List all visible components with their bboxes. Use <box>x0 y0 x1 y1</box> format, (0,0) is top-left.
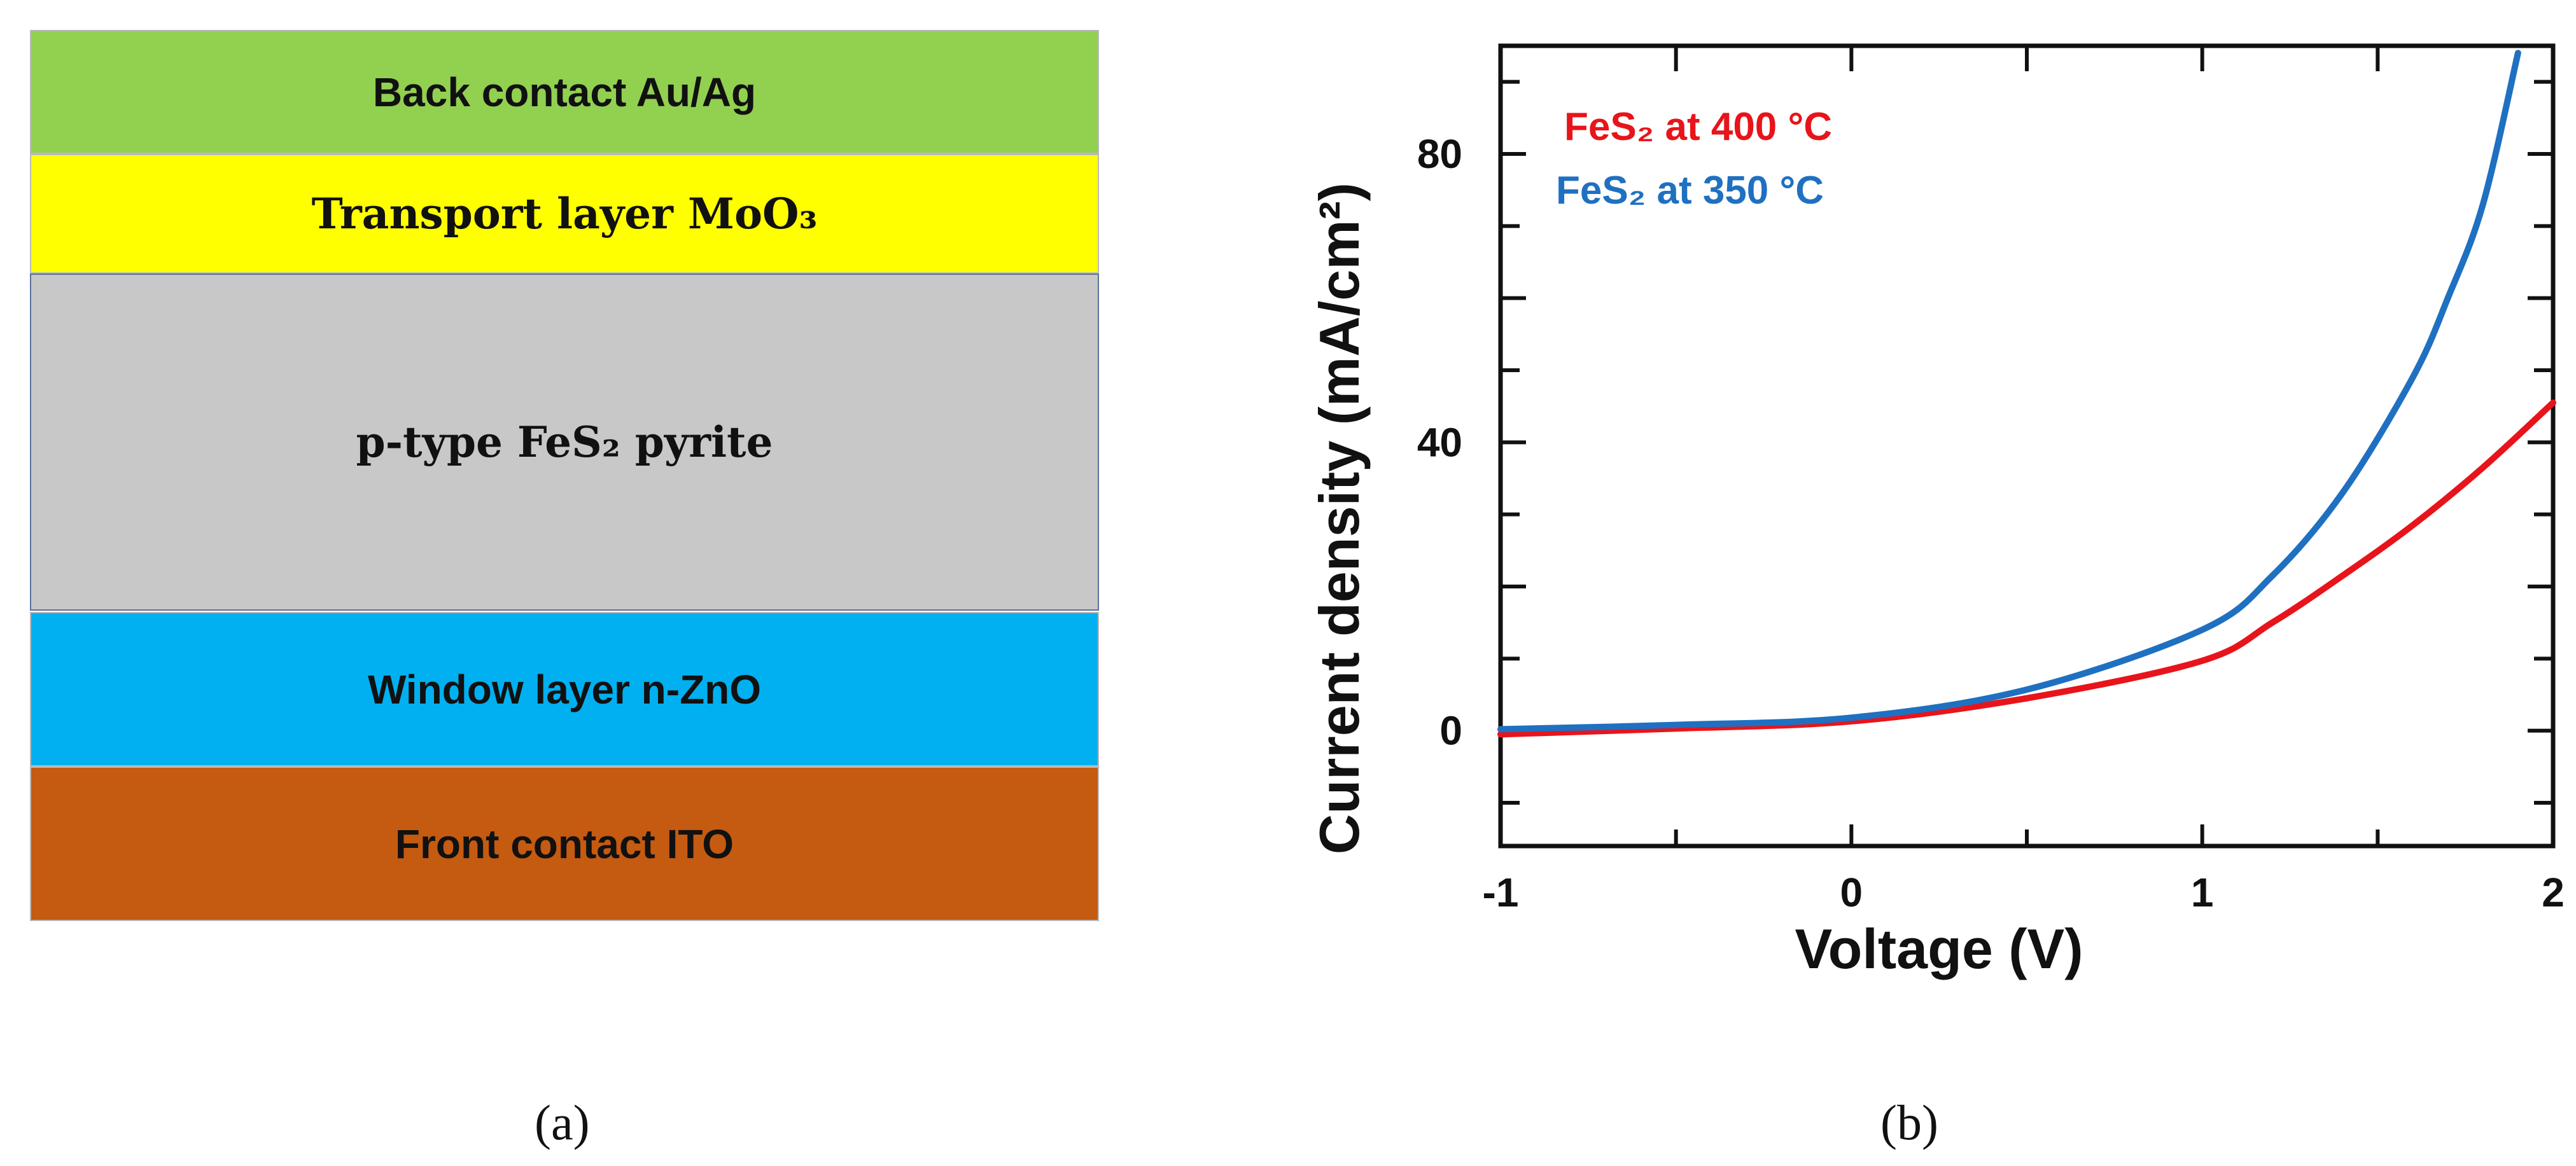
legend-entry-350c: FeS₂ at 350 °C <box>1556 169 1824 212</box>
layer-window: Window layer n-ZnO <box>30 612 1099 767</box>
series-line-400c <box>1497 399 2556 738</box>
legend-entry-400c: FeS₂ at 400 °C <box>1564 105 1832 149</box>
layer-transport: Transport layer MoO₃ <box>30 154 1099 274</box>
layer-label: Front contact ITO <box>395 821 734 867</box>
layer-label: Window layer n-ZnO <box>367 666 762 712</box>
panel-label-a: (a) <box>535 1095 590 1150</box>
layer-label: p-type FeS₂ pyrite <box>356 417 773 467</box>
y-tick-label: 80 <box>1417 131 1462 177</box>
y-axis-label: Current density (mA/cm²) <box>1308 183 1371 854</box>
layer-absorber: p-type FeS₂ pyrite <box>30 274 1099 611</box>
layer-back-contact: Back contact Au/Ag <box>30 30 1099 154</box>
x-tick-label: 1 <box>2191 870 2214 915</box>
y-tick-label: 0 <box>1439 708 1462 754</box>
panel-label-b: (b) <box>1880 1095 1938 1150</box>
x-tick-label: 0 <box>1840 870 1863 915</box>
layer-label: Transport layer MoO₃ <box>311 189 818 239</box>
layer-front-contact: Front contact ITO <box>30 767 1099 921</box>
x-tick-label: -1 <box>1483 870 1519 915</box>
x-axis-label: Voltage (V) <box>1795 917 2083 980</box>
layer-label: Back contact Au/Ag <box>372 69 757 115</box>
x-tick-label: 2 <box>2542 870 2565 915</box>
series-line-350c <box>1497 50 2521 733</box>
y-tick-label: 40 <box>1417 419 1462 465</box>
